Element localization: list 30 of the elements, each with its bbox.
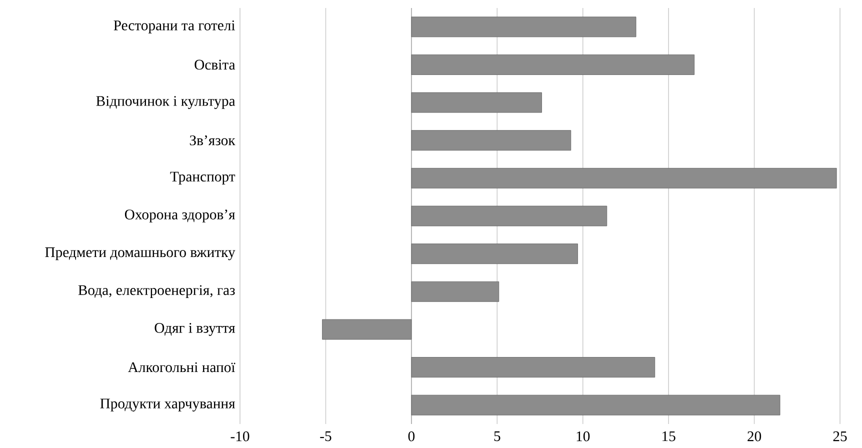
bar xyxy=(411,54,694,75)
bar xyxy=(411,130,572,151)
y-tick-label: Одяг і взуття xyxy=(154,323,236,336)
y-tick-label: Транспорт xyxy=(170,172,236,185)
x-tick-label: 0 xyxy=(408,431,415,442)
bar xyxy=(411,281,500,302)
y-tick-label: Освіта xyxy=(194,60,236,70)
x-tick-label: -5 xyxy=(320,431,332,442)
bar xyxy=(411,244,578,264)
x-tick-label: 25 xyxy=(833,431,847,442)
y-tick-label: Охорона здоров’я xyxy=(124,210,236,222)
y-tick-label: Відпочинок і культура xyxy=(96,96,236,109)
bar xyxy=(411,16,636,38)
y-tick-label: Предмети домашнього вжитку xyxy=(45,247,236,260)
bar xyxy=(411,394,780,416)
bar xyxy=(411,168,837,188)
bar xyxy=(411,357,656,378)
x-tick-label: 15 xyxy=(662,431,676,442)
bar xyxy=(411,92,542,113)
y-tick-label: Продукти харчування xyxy=(100,398,236,412)
x-tick-label: 5 xyxy=(494,431,500,442)
y-tick-label: Вода, електроенергія, газ xyxy=(78,285,235,298)
x-tick-label: 20 xyxy=(748,431,762,442)
x-tick-label: -10 xyxy=(230,431,250,442)
y-tick-label: Зв’язок xyxy=(190,135,236,146)
bar xyxy=(411,206,608,226)
y-tick-label: Алкогольні напої xyxy=(128,362,236,372)
x-tick-label: 10 xyxy=(576,431,590,442)
bar xyxy=(322,319,412,340)
y-tick-label: Ресторани та готелі xyxy=(114,20,236,34)
